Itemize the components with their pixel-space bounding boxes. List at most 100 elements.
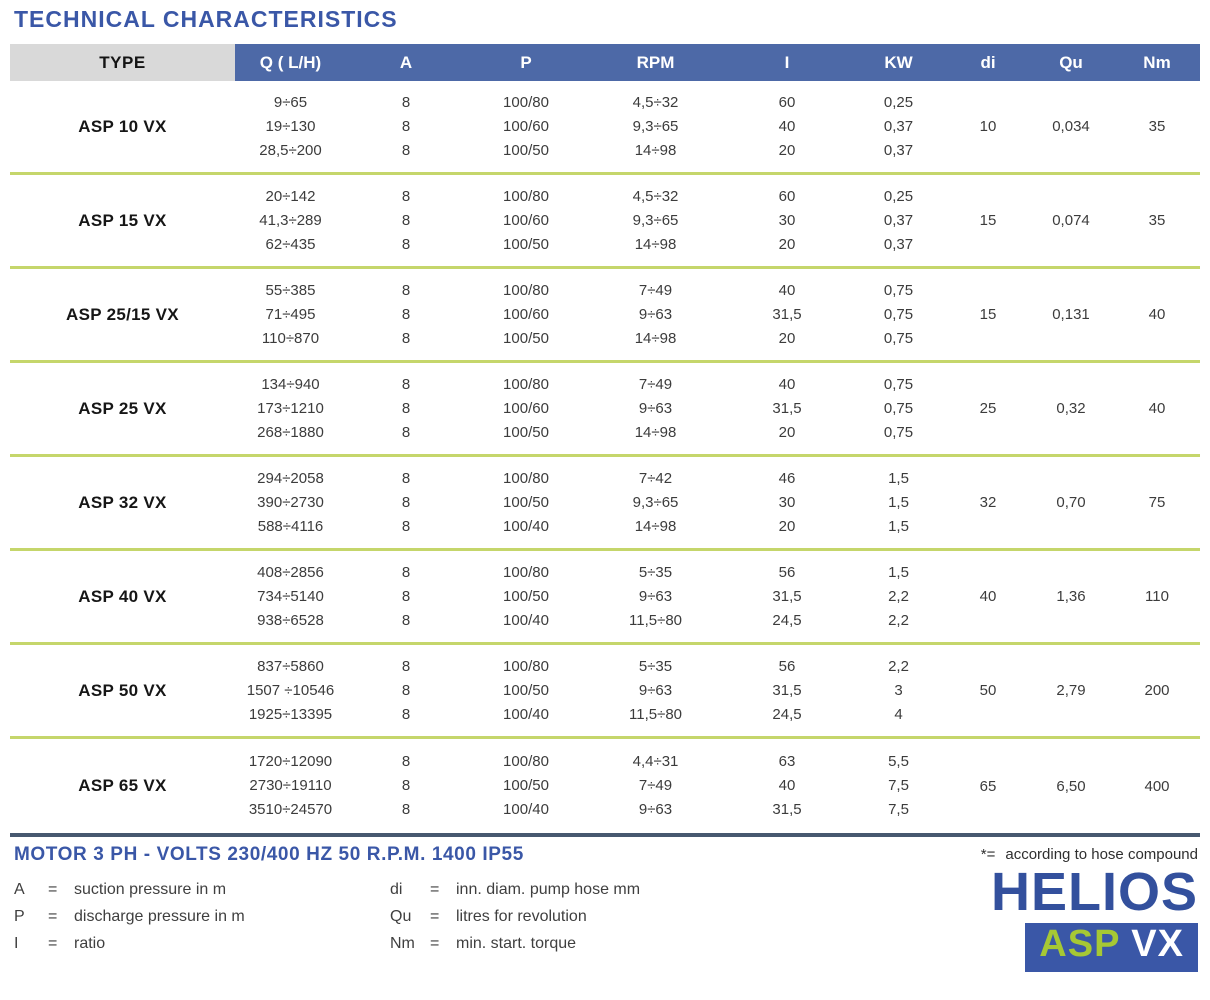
product-badge: ASP VX xyxy=(1025,923,1198,972)
value-line: 20 xyxy=(778,423,796,441)
value-line: 100/80 xyxy=(503,753,549,770)
value-line: 0,75 xyxy=(883,329,914,347)
value-line: 7÷42 xyxy=(638,469,673,487)
legend-desc: discharge pressure in m xyxy=(74,908,245,925)
value-line: 40 xyxy=(778,777,796,794)
cell-q: 55÷385 71÷495 110÷870 xyxy=(235,279,346,351)
value-line: 100/50 xyxy=(503,681,549,699)
legend-symbol: Qu xyxy=(390,908,412,925)
value-line: 100/50 xyxy=(503,587,549,605)
value-line: 9,3÷65 xyxy=(632,493,679,511)
value-line: 100/40 xyxy=(503,705,549,723)
value-line: 9÷63 xyxy=(638,587,673,605)
value-line: 30 xyxy=(778,493,796,511)
value-line: 56 xyxy=(778,563,796,581)
value-line: 40 xyxy=(778,281,796,299)
value-line: 9÷63 xyxy=(638,681,673,699)
value-line: 46 xyxy=(778,469,796,487)
cell-di: 50 xyxy=(979,682,997,699)
value-line: 4 xyxy=(894,705,903,723)
cell-rpm: 5÷35 9÷63 11,5÷80 xyxy=(586,561,725,633)
value-line: 31,5 xyxy=(772,801,802,818)
table-row: ASP 50 VX 837÷5860 1507 ÷10546 1925÷13395 8 8… xyxy=(10,645,1200,739)
value-line: 8 xyxy=(401,375,411,393)
value-line: 7,5 xyxy=(888,777,909,794)
note-prefix: *= xyxy=(980,846,996,863)
legend-eq: = xyxy=(430,881,440,898)
cell-a: 8 8 8 xyxy=(346,750,466,822)
value-line: 8 xyxy=(401,423,411,441)
cell-p: 100/80 100/50 100/40 xyxy=(466,750,586,822)
value-line: 5,5 xyxy=(888,753,909,770)
legend-symbol: Nm xyxy=(390,935,415,952)
value-line: 0,75 xyxy=(883,281,914,299)
cell-nm: 200 xyxy=(1144,682,1170,699)
cell-p: 100/80 100/50 100/40 xyxy=(466,467,586,539)
cell-kw: 5,5 7,5 7,5 xyxy=(849,750,948,822)
cell-type: ASP 40 VX xyxy=(78,586,167,606)
cell-i: 56 31,5 24,5 xyxy=(725,655,849,727)
value-line: 24,5 xyxy=(772,705,802,723)
legend-right: di = inn. diam. pump hose mm Qu = litres for … xyxy=(390,876,640,957)
value-line: 5÷35 xyxy=(638,657,673,675)
cell-type: ASP 15 VX xyxy=(78,210,167,230)
value-line: 1,5 xyxy=(888,517,909,535)
footer: MOTOR 3 PH - VOLTS 230/400 HZ 50 R.P.M. … xyxy=(10,844,1200,972)
value-line: 0,25 xyxy=(883,187,914,205)
value-line: 7÷49 xyxy=(638,375,673,393)
value-line: 734÷5140 xyxy=(257,587,324,605)
cell-q: 837÷5860 1507 ÷10546 1925÷13395 xyxy=(235,655,346,727)
value-line: 100/50 xyxy=(503,777,549,794)
cell-i: 60 40 20 xyxy=(725,91,849,163)
cell-p: 100/80 100/60 100/50 xyxy=(466,373,586,445)
cell-q: 134÷940 173÷1210 268÷1880 xyxy=(235,373,346,445)
footer-left: MOTOR 3 PH - VOLTS 230/400 HZ 50 R.P.M. … xyxy=(10,844,640,972)
cell-nm: 35 xyxy=(1148,212,1166,229)
value-line: 14÷98 xyxy=(634,329,677,347)
value-line: 1,5 xyxy=(888,563,909,581)
column-header-rpm: RPM xyxy=(586,44,725,81)
value-line: 8 xyxy=(401,469,411,487)
value-line: 1720÷12090 xyxy=(248,753,333,770)
cell-rpm: 7÷49 9÷63 14÷98 xyxy=(586,373,725,445)
value-line: 8 xyxy=(401,235,411,253)
value-line: 8 xyxy=(401,305,411,323)
value-line: 8 xyxy=(401,587,411,605)
cell-kw: 1,5 1,5 1,5 xyxy=(849,467,948,539)
cell-di: 65 xyxy=(979,777,997,795)
cell-qu: 0,32 xyxy=(1056,400,1086,417)
value-line: 9,3÷65 xyxy=(632,211,679,229)
legend-desc: inn. diam. pump hose mm xyxy=(456,881,641,898)
cell-di: 15 xyxy=(979,212,997,229)
value-line: 31,5 xyxy=(772,681,802,699)
value-line: 9÷63 xyxy=(638,801,673,818)
value-line: 4,5÷32 xyxy=(632,187,679,205)
value-line: 0,75 xyxy=(883,399,914,417)
value-line: 100/50 xyxy=(503,423,549,441)
cell-a: 8 8 8 xyxy=(346,185,466,257)
cell-kw: 0,75 0,75 0,75 xyxy=(849,279,948,351)
column-header-qlh: Q ( L/H) xyxy=(235,44,346,81)
cell-q: 20÷142 41,3÷289 62÷435 xyxy=(235,185,346,257)
value-line: 8 xyxy=(401,211,411,229)
cell-rpm: 4,5÷32 9,3÷65 14÷98 xyxy=(586,185,725,257)
table-row: ASP 25/15 VX 55÷385 71÷495 110÷870 8 8 8 100/80… xyxy=(10,269,1200,363)
cell-type: ASP 50 VX xyxy=(78,680,167,700)
cell-qu: 0,034 xyxy=(1052,118,1090,135)
value-line: 100/80 xyxy=(503,657,549,675)
cell-rpm: 4,4÷31 7÷49 9÷63 xyxy=(586,750,725,822)
value-line: 40 xyxy=(778,117,796,135)
value-line: 100/80 xyxy=(503,93,549,111)
cell-kw: 0,25 0,37 0,37 xyxy=(849,91,948,163)
value-line: 100/60 xyxy=(503,211,549,229)
value-line: 8 xyxy=(401,517,411,535)
cell-kw: 2,2 3 4 xyxy=(849,655,948,727)
value-line: 100/40 xyxy=(503,611,549,629)
value-line: 8 xyxy=(401,187,411,205)
column-header-p: P xyxy=(466,44,586,81)
value-line: 8 xyxy=(401,753,411,770)
value-line: 1,5 xyxy=(888,469,909,487)
column-header-kw: KW xyxy=(849,44,948,81)
column-header-i: I xyxy=(725,44,849,81)
